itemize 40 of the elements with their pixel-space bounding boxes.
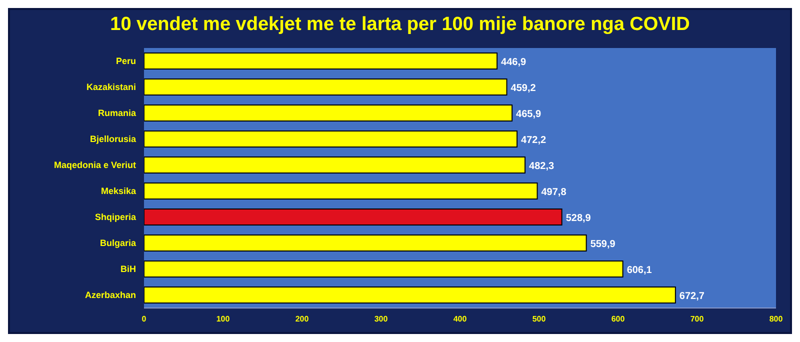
data-label: 672,7 [679,291,705,302]
x-tick-label: 700 [690,314,704,324]
bar [144,260,624,278]
bar [144,52,498,70]
data-label: 497,8 [541,187,567,198]
data-label: 528,9 [566,213,592,224]
bar [144,234,587,252]
x-tick-label: 500 [532,314,546,324]
data-label: 459,2 [510,83,536,94]
y-tick-label: Bjellorusia [90,134,137,144]
y-tick-label: Azerbaxhan [84,290,136,300]
bar [144,156,526,174]
y-tick-label: Kazakistani [86,82,136,92]
data-label: 606,1 [626,265,652,276]
x-tick-label: 200 [295,314,310,324]
bar [144,130,518,148]
data-label: 446,9 [501,57,527,68]
bar [144,286,676,304]
bar [144,182,538,200]
y-tick-label: BiH [120,264,136,274]
y-tick-label: Bulgaria [100,238,137,248]
y-tick-label: Meksika [100,186,137,196]
chart-title: 10 vendet me vdekjet me te larta per 100 mije banore nga COVID [109,13,691,37]
x-tick-label: 100 [216,314,230,324]
bar [144,104,513,122]
data-label: 465,9 [516,109,542,120]
y-tick-label: Peru [116,56,136,66]
x-tick-label: 300 [374,314,388,324]
y-tick-label: Maqedonia e Veriut [54,160,136,170]
x-tick-label: 800 [769,314,784,324]
bar [144,78,508,96]
x-tick-label: 600 [611,314,626,324]
y-tick-label: Shqiperia [94,212,137,222]
y-tick-label: Rumania [98,108,137,118]
data-label: 482,3 [529,161,554,172]
data-label: 559,9 [590,239,616,250]
bar [144,208,562,226]
x-tick-label: 400 [453,314,468,324]
x-tick-label: 0 [142,314,147,324]
data-label: 472,2 [521,135,546,146]
